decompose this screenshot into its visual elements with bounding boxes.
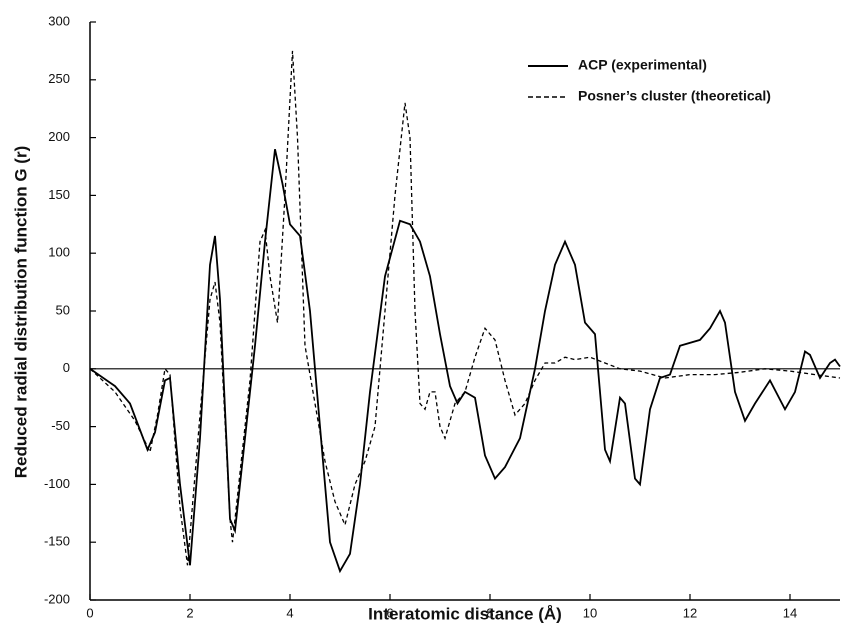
x-axis-title: Interatomic distance (Å) <box>368 604 562 623</box>
legend-label: Posner’s cluster (theoretical) <box>578 88 771 104</box>
y-tick-label: 100 <box>48 245 70 260</box>
x-tick-label: 14 <box>783 605 797 620</box>
y-tick-label: -100 <box>44 476 70 491</box>
y-tick-label: -200 <box>44 591 70 606</box>
data-line <box>89 50 841 566</box>
x-tick-label: 12 <box>683 605 697 620</box>
y-tick-label: 300 <box>48 13 70 28</box>
y-tick-label: 250 <box>48 71 70 86</box>
x-tick-label: 2 <box>186 605 193 620</box>
y-tick-label: 50 <box>56 302 70 317</box>
y-tick-label: 150 <box>48 187 70 202</box>
y-axis-title: Reduced radial distribution function G (… <box>11 146 30 478</box>
y-tick-label: -150 <box>44 534 70 549</box>
y-tick-label: -50 <box>51 418 70 433</box>
x-tick-label: 6 <box>386 605 393 620</box>
x-tick-label: 10 <box>583 605 597 620</box>
x-tick-label: 4 <box>286 605 293 620</box>
x-tick-label: 0 <box>86 605 93 620</box>
data-line <box>89 149 841 574</box>
y-tick-label: 200 <box>48 129 70 144</box>
legend-label: ACP (experimental) <box>578 57 707 73</box>
y-tick-label: 0 <box>63 360 70 375</box>
x-tick-label: 8 <box>486 605 493 620</box>
